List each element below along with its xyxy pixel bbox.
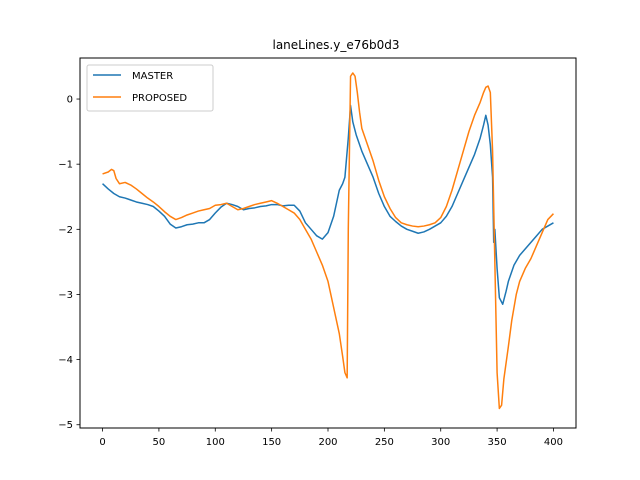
x-tick-label: 200 bbox=[318, 437, 337, 448]
axes-frame bbox=[79, 57, 577, 429]
series-line-proposed bbox=[102, 72, 554, 410]
plot-area: 0 50 100 150 200 250 300 350 400 −5 −4 −3 −2 −1 0 bbox=[58, 57, 577, 448]
y-tick-label: −2 bbox=[58, 225, 73, 236]
x-tick-label: 0 bbox=[99, 437, 105, 448]
legend-box bbox=[86, 64, 214, 112]
x-tick-label: 400 bbox=[544, 437, 563, 448]
x-axis-ticks: 0 50 100 150 200 250 300 350 400 bbox=[99, 428, 563, 448]
series-group bbox=[102, 72, 554, 410]
legend: MASTER PROPOSED bbox=[86, 64, 214, 112]
legend-label-master: MASTER bbox=[132, 71, 173, 82]
chart-title: laneLines.y_e76b0d3 bbox=[272, 38, 399, 52]
y-tick-label: −4 bbox=[58, 355, 73, 366]
y-axis-ticks: −5 −4 −3 −2 −1 0 bbox=[58, 95, 80, 431]
y-tick-label: 0 bbox=[67, 95, 73, 106]
x-tick-label: 100 bbox=[206, 437, 225, 448]
x-tick-label: 300 bbox=[431, 437, 450, 448]
x-tick-label: 350 bbox=[488, 437, 507, 448]
x-tick-label: 50 bbox=[153, 437, 166, 448]
y-tick-label: −1 bbox=[58, 160, 73, 171]
x-tick-label: 250 bbox=[375, 437, 394, 448]
x-tick-label: 150 bbox=[262, 437, 281, 448]
legend-label-proposed: PROPOSED bbox=[132, 93, 187, 104]
y-tick-label: −5 bbox=[58, 420, 73, 431]
y-tick-label: −3 bbox=[58, 290, 73, 301]
